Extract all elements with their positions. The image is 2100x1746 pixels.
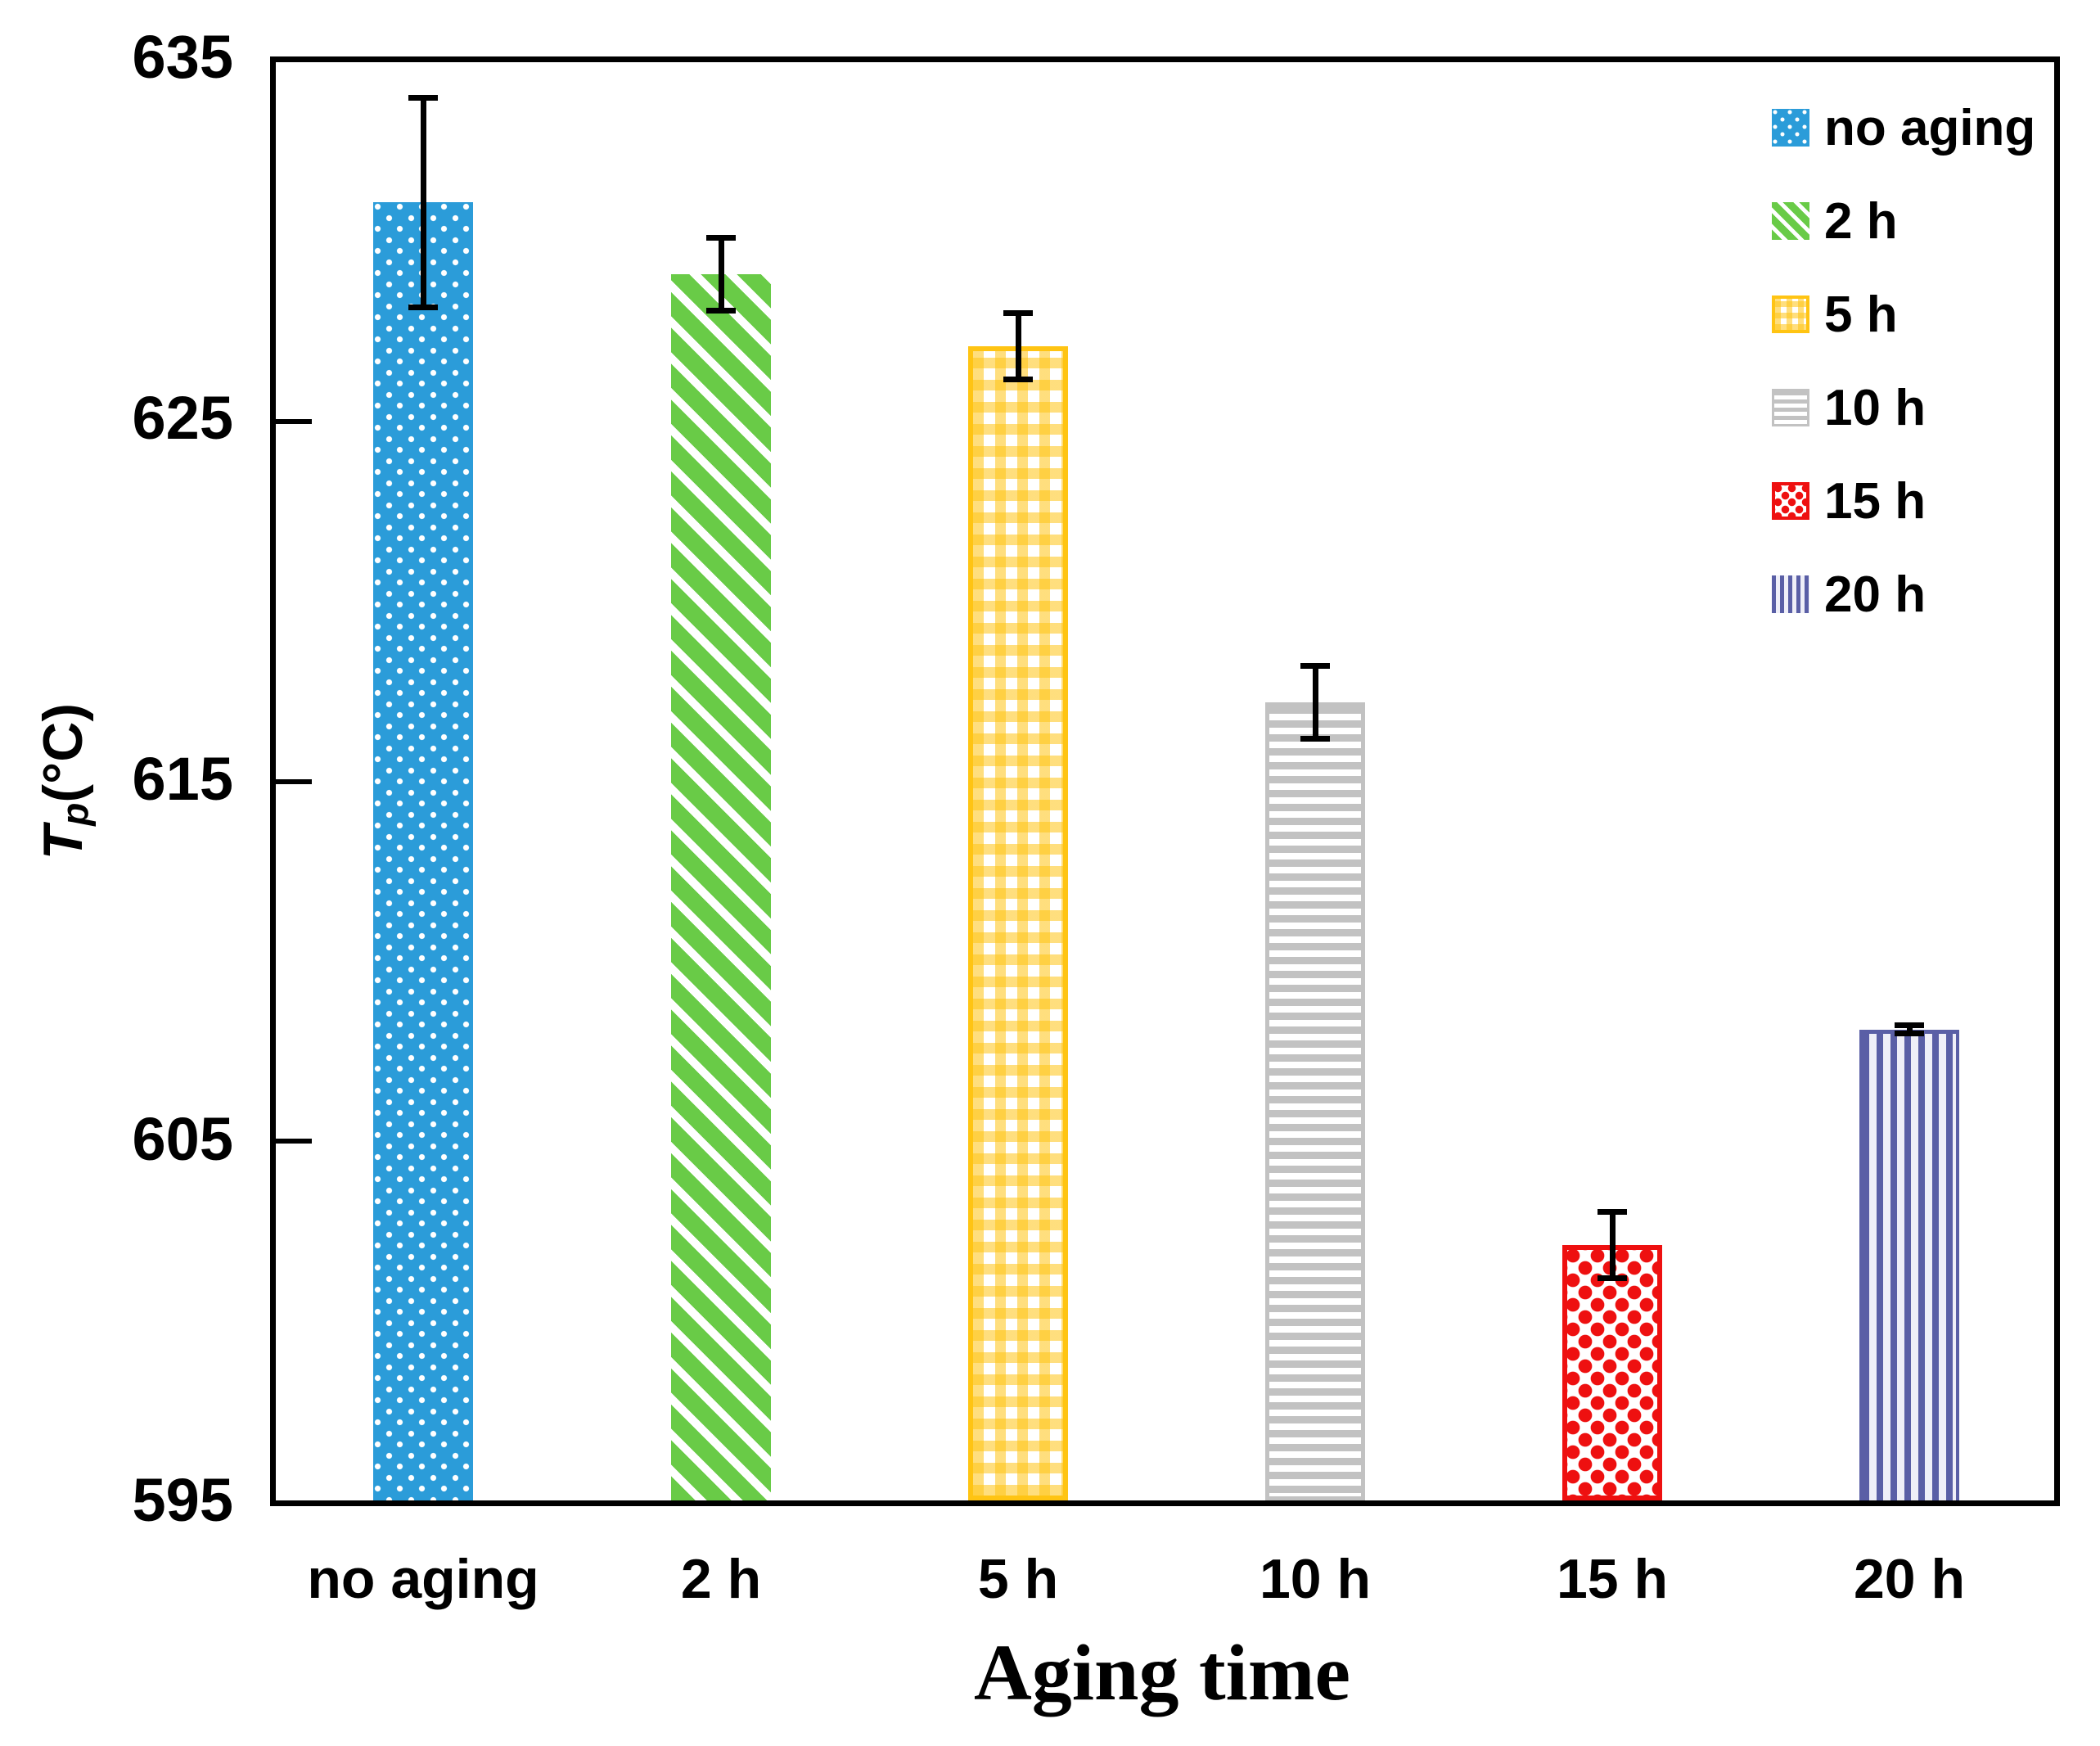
x-tick-label-10-h: 10 h [1259,1548,1372,1610]
error-bar-10-h [1300,662,1330,742]
y-axis-symbol: T [31,825,94,860]
x-tick-label-15-h: 15 h [1556,1548,1669,1610]
y-tick-mark-615 [276,778,312,784]
legend-label: 10 h [1824,379,1927,436]
error-bar-part [706,308,736,314]
y-tick-label-625: 625 [132,383,233,452]
legend-swatch-no-aging [1772,109,1809,147]
y-tick-mark-605 [276,1138,312,1144]
y-tick-label-605: 605 [132,1105,233,1174]
error-bar-no-aging [408,94,438,311]
legend-swatch-2-h [1772,202,1809,240]
y-tick-label-615: 615 [132,744,233,813]
error-bar-part [1609,1209,1616,1282]
error-bar-part [408,94,438,101]
x-tick-label-2-h: 2 h [680,1548,762,1610]
legend: no aging 2 h 5 h 10 h 15 h 20 h [1772,81,2035,641]
bar-10-h [1265,702,1365,1500]
error-bar-5-h [1003,310,1033,382]
error-bar-part [1895,1022,1924,1028]
error-bar-part [1015,310,1021,382]
bar-2-h [671,274,771,1500]
legend-item-5-h: 5 h [1772,268,2035,361]
legend-label: 20 h [1824,566,1927,623]
error-bar-part [408,305,438,311]
bar-no-aging [373,202,473,1500]
bar-5-h [968,346,1068,1500]
legend-label: 15 h [1824,472,1927,530]
legend-item-2-h: 2 h [1772,174,2035,268]
error-bar-part [1003,310,1033,317]
bar-15-h [1562,1245,1662,1500]
error-bar-part [1300,662,1330,669]
error-bar-part [718,234,724,314]
x-tick-label-20-h: 20 h [1853,1548,1966,1610]
y-tick-mark-625 [276,419,312,425]
legend-swatch-15-h [1772,482,1809,520]
error-bar-15-h [1598,1209,1627,1282]
legend-item-no-aging: no aging [1772,81,2035,174]
y-tick-label-635: 635 [132,23,233,91]
error-bar-part [1300,736,1330,742]
error-bar-part [1598,1209,1627,1216]
legend-item-15-h: 15 h [1772,454,2035,548]
error-bar-part [1895,1031,1924,1037]
legend-label: 5 h [1824,286,1898,343]
error-bar-part [420,94,426,311]
legend-label: no aging [1824,99,2036,156]
legend-label: 2 h [1824,192,1898,250]
x-tick-label-no-aging: no aging [307,1548,539,1610]
legend-swatch-5-h [1772,296,1809,333]
x-axis-title: Aging time [974,1629,1350,1717]
y-tick-label-595: 595 [132,1466,233,1534]
legend-swatch-20-h [1772,575,1809,613]
plot-area: no aging 2 h 5 h 10 h 15 h 20 h [270,56,2060,1506]
legend-swatch-10-h [1772,389,1809,426]
error-bar-part [1906,1022,1913,1037]
bar-20-h [1859,1029,1959,1500]
x-tick-label-5-h: 5 h [977,1548,1059,1610]
legend-item-10-h: 10 h [1772,361,2035,454]
legend-item-20-h: 20 h [1772,548,2035,641]
error-bar-20-h [1895,1022,1924,1037]
error-bar-2-h [706,234,736,314]
error-bar-part [706,234,736,241]
error-bar-part [1598,1275,1627,1282]
error-bar-part [1003,376,1033,382]
error-bar-part [1312,662,1318,742]
